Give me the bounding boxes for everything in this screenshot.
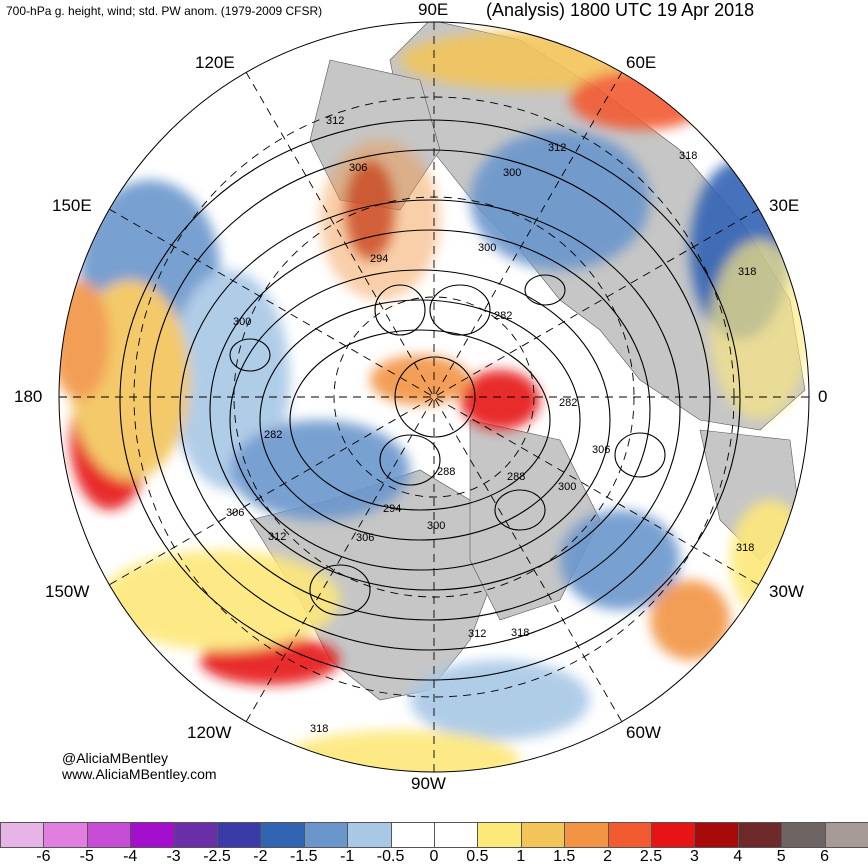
colorbar-swatch — [824, 822, 868, 848]
colorbar-tick-label: 1 — [516, 848, 526, 865]
contour-label: 294 — [383, 503, 401, 515]
colorbar-tick-label: -6 — [36, 848, 51, 865]
contour-label: 312 — [326, 115, 344, 127]
contour-label: 300 — [233, 316, 251, 328]
contour-label: 306 — [226, 507, 244, 519]
lon-label-120w: 120W — [187, 723, 232, 742]
colorbar-tick-label: 1.5 — [553, 848, 576, 865]
colorbar-tick-label: -1 — [340, 848, 355, 865]
contour-label: 300 — [427, 520, 445, 532]
colorbar-tick-label: 0.5 — [466, 848, 489, 865]
credit-handle: @AliciaMBentley — [62, 750, 169, 766]
colorbar-swatch — [347, 822, 392, 848]
colorbar-tick-label: -1.5 — [290, 848, 318, 865]
contour-label: 300 — [503, 167, 521, 179]
colorbar-swatch — [564, 822, 609, 848]
polar-map: 312 306 300 294 282 300 282 288 294 300 … — [58, 21, 810, 773]
contour-label: 318 — [738, 266, 756, 278]
map-title-left: 700-hPa g. height, wind; std. PW anom. (… — [6, 4, 323, 18]
contour-label-group: 312 306 300 294 282 300 282 288 294 300 … — [226, 115, 756, 735]
contour-label: 300 — [478, 242, 496, 254]
contour-label: 282 — [494, 310, 512, 322]
colorbar-swatch — [43, 822, 88, 848]
lon-label-90w: 90W — [411, 774, 446, 793]
contour-label: 312 — [268, 531, 286, 543]
colorbar-swatch — [303, 822, 349, 848]
colorbar-tick-label: -5 — [79, 848, 94, 865]
colorbar-swatch — [607, 822, 652, 848]
contour-label: 294 — [370, 253, 388, 265]
colorbar-swatch — [694, 822, 739, 848]
contour-label: 312 — [468, 628, 486, 640]
colorbar-tick-label: 0 — [429, 848, 439, 865]
lon-label-60e: 60E — [626, 53, 657, 72]
colorbar-tick-label: -2.5 — [203, 848, 231, 865]
lon-label-150e: 150E — [52, 196, 92, 215]
colorbar-tick-label: -4 — [123, 848, 138, 865]
colorbar-swatch — [0, 822, 45, 848]
contour-label: 282 — [559, 397, 577, 409]
contour-label: 282 — [264, 429, 282, 441]
colorbar-swatch — [86, 822, 132, 848]
latlon-grid — [59, 22, 809, 772]
contour-label: 318 — [310, 723, 328, 735]
contour-label: 306 — [349, 162, 367, 174]
contour-label: 318 — [511, 627, 529, 639]
contour-label: 288 — [507, 471, 525, 483]
colorbar-tick-label: -3 — [166, 848, 181, 865]
contour-label: 300 — [558, 481, 576, 493]
contour-label: 306 — [356, 532, 374, 544]
pw-anomaly-shading — [59, 30, 809, 772]
map-title-right: (Analysis) 1800 UTC 19 Apr 2018 — [486, 0, 755, 20]
colorbar-tick-label: -2 — [253, 848, 268, 865]
lon-label-90e: 90E — [418, 0, 449, 19]
contour-label: 318 — [679, 150, 697, 162]
colorbar-swatch — [130, 822, 175, 848]
colorbar-swatch — [737, 822, 783, 848]
contour-label: 306 — [592, 444, 610, 456]
colorbar-swatch — [651, 822, 696, 848]
colorbar-swatch — [434, 822, 479, 848]
colorbar-swatch — [390, 822, 435, 848]
colorbar-swatch — [520, 822, 566, 848]
colorbar-tick-label: 2.5 — [639, 848, 663, 865]
credit-website: www.AliciaMBentley.com — [62, 766, 217, 782]
colorbar-tick-label: 5 — [776, 848, 786, 865]
colorbar-tick-label: 2 — [603, 848, 613, 865]
colorbar-tick-label: -0.5 — [376, 848, 405, 865]
pw-anomaly-colorbar: -6 -5 -4 -3 -2.5 -2 -1.5 -1 -0.5 0 0.5 1 1.5 2 2.5 3 4 5 6 — [0, 822, 868, 865]
lon-label-30w: 30W — [769, 582, 804, 601]
lon-label-150w: 150W — [45, 582, 90, 601]
colorbar-tick-label: 6 — [820, 848, 830, 865]
colorbar-swatch — [477, 822, 522, 848]
colorbar-tick-label: 3 — [689, 848, 699, 865]
lon-label-30e: 30E — [769, 196, 800, 215]
colorbar-swatch — [781, 822, 826, 848]
colorbar-tick-label: 4 — [733, 848, 743, 865]
lon-label-60w: 60W — [626, 723, 661, 742]
height-contours — [119, 119, 741, 681]
contour-label: 288 — [437, 466, 455, 478]
colorbar-swatch — [260, 822, 305, 848]
lon-label-180: 180 — [14, 387, 43, 406]
contour-label: 318 — [736, 542, 754, 554]
lon-label-120e: 120E — [195, 53, 235, 72]
colorbar-swatch — [173, 822, 218, 848]
contour-label: 312 — [548, 142, 566, 154]
colorbar-swatch — [217, 822, 262, 848]
lon-label-0: 0 — [818, 387, 828, 406]
